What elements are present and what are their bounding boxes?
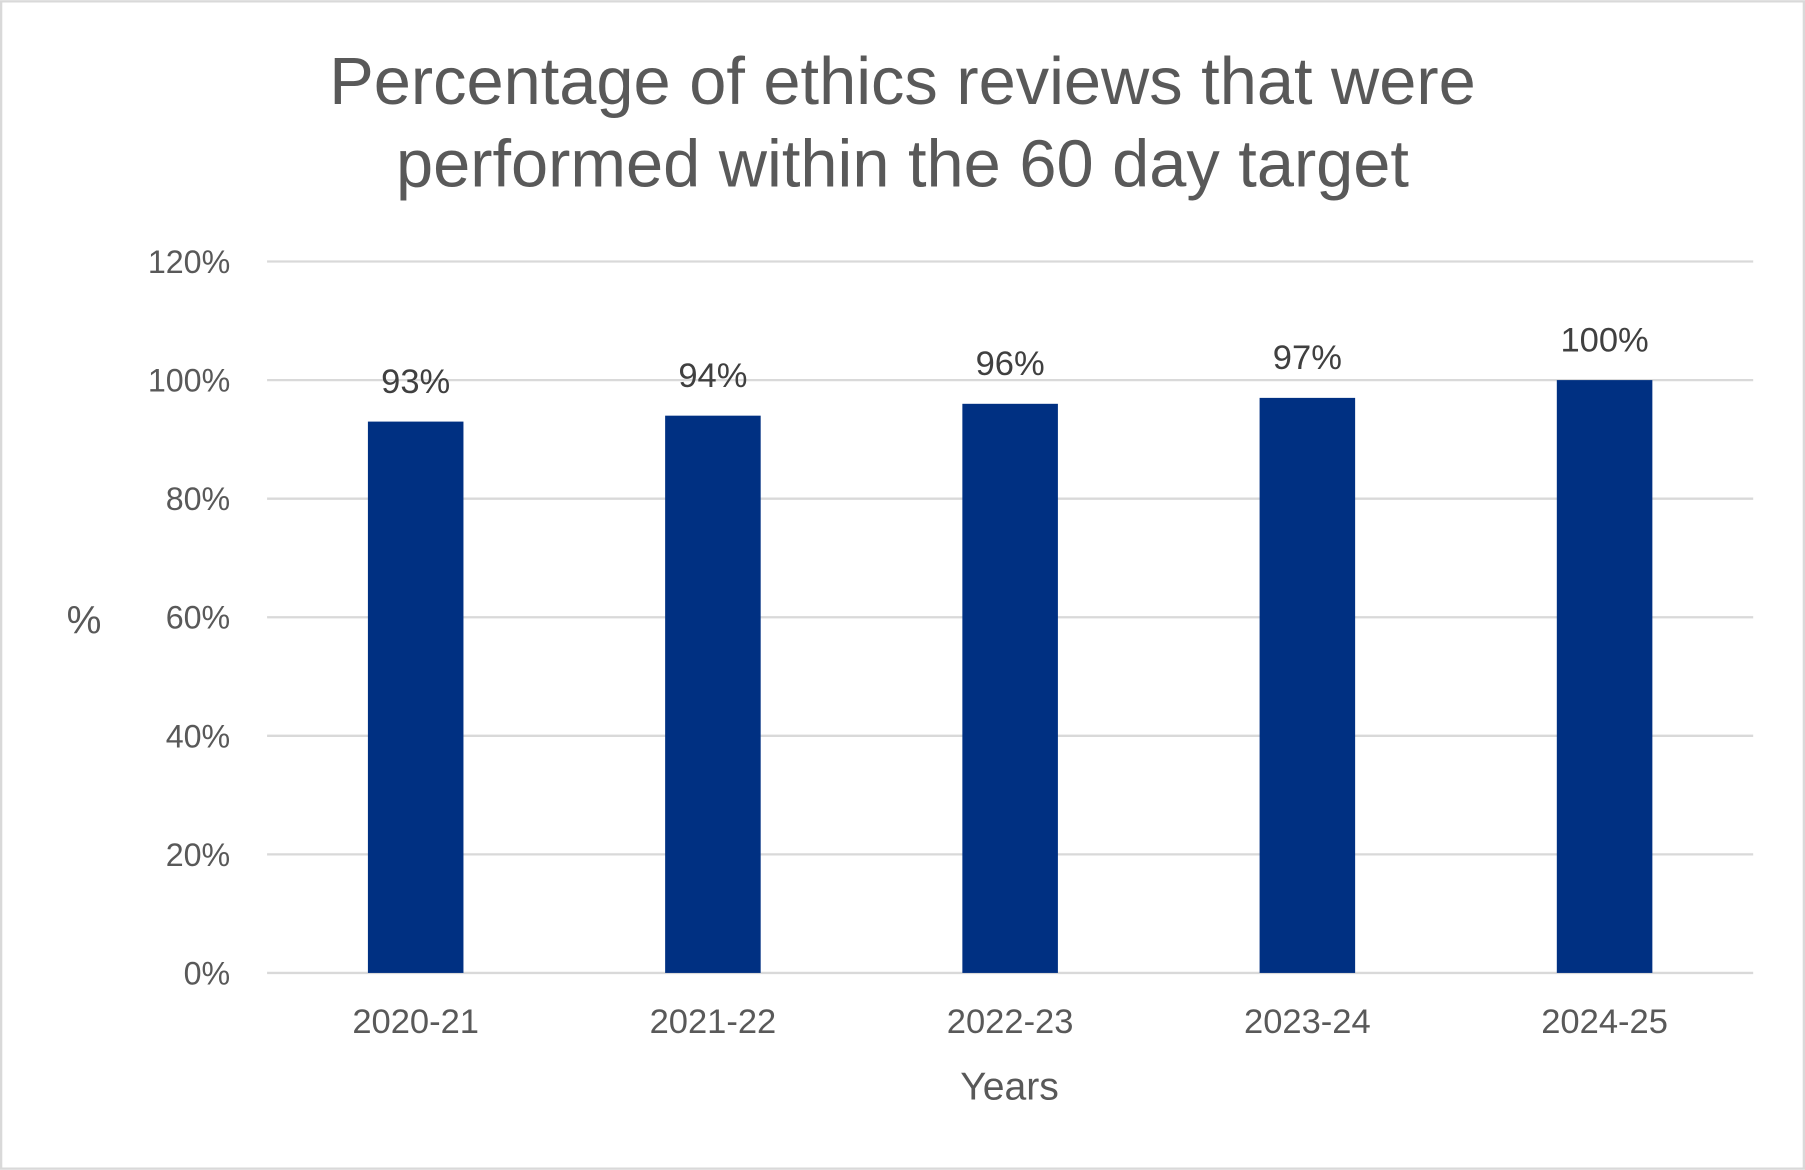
y-tick-label: 20% — [166, 837, 230, 873]
x-axis-label: Years — [960, 1066, 1059, 1109]
y-tick-label: 60% — [166, 600, 230, 636]
data-label: 94% — [678, 357, 747, 395]
y-tick-label: 80% — [166, 481, 230, 517]
chart-title-line-2: performed within the 60 day target — [396, 128, 1409, 202]
data-label: 100% — [1560, 321, 1648, 359]
bar — [367, 421, 464, 973]
bar — [962, 403, 1058, 973]
data-label: 93% — [381, 363, 450, 401]
x-tick-label: 2020-21 — [352, 1003, 479, 1041]
bar — [1556, 380, 1653, 973]
y-tick-label: 0% — [184, 955, 231, 991]
chart-title-line-1: Percentage of ethics reviews that were — [329, 45, 1475, 119]
bar — [1259, 397, 1356, 973]
data-label: 96% — [976, 345, 1045, 383]
x-tick-label: 2023-24 — [1244, 1003, 1371, 1041]
x-tick-label: 2024-25 — [1541, 1003, 1668, 1041]
bar — [665, 415, 761, 973]
x-tick-label: 2021-22 — [650, 1003, 777, 1041]
y-tick-label: 40% — [166, 718, 230, 754]
y-axis-label: % — [67, 599, 102, 642]
y-tick-label: 100% — [148, 363, 230, 399]
y-tick-label: 120% — [148, 244, 230, 280]
x-tick-label: 2022-23 — [947, 1003, 1074, 1041]
data-label: 97% — [1273, 339, 1342, 377]
